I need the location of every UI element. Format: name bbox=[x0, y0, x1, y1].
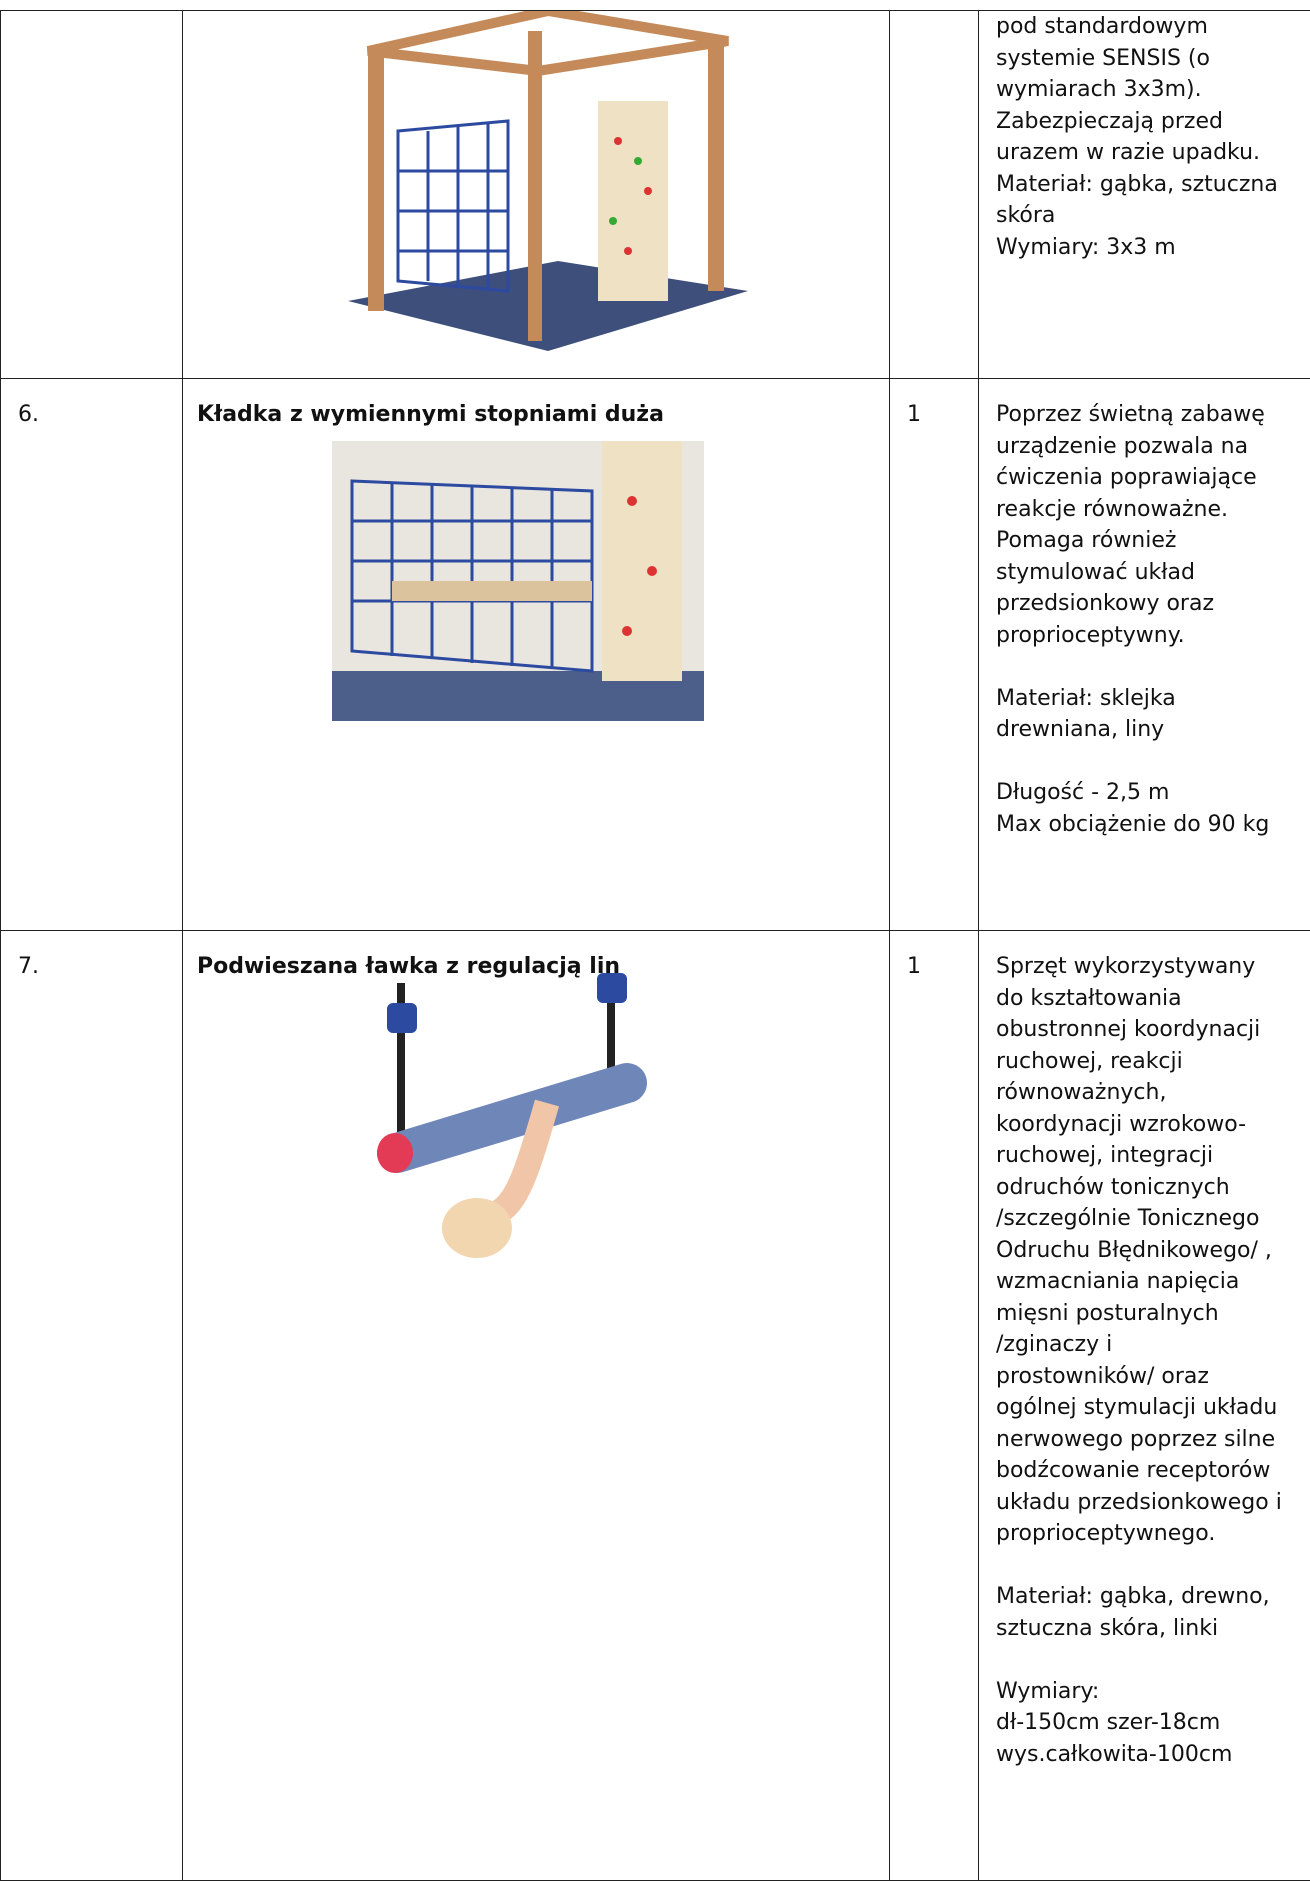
description-line: obustronnej koordynacji bbox=[996, 1014, 1293, 1046]
image-hanging-bench bbox=[357, 973, 667, 1268]
name-cell: Podwieszana ławka z regulacją lin bbox=[183, 931, 890, 1881]
description-line: Poprzez świetną zabawę bbox=[996, 399, 1293, 431]
description-line: drewniana, liny bbox=[996, 714, 1293, 746]
description-line: mięsni posturalnych bbox=[996, 1298, 1293, 1330]
description-line: proprioceptywnego. bbox=[996, 1518, 1293, 1550]
description-line: dł-150cm szer-18cm bbox=[996, 1707, 1293, 1739]
description-line: reakcje równoważne. bbox=[996, 494, 1293, 526]
description-line: do kształtowania bbox=[996, 983, 1293, 1015]
description-line: prostowników/ oraz bbox=[996, 1361, 1293, 1393]
name-cell: Kładka z wymiennymi stopniami duża bbox=[183, 379, 890, 931]
description-line: urządzenie pozwala na bbox=[996, 431, 1293, 463]
description-line: Pomaga również bbox=[996, 525, 1293, 557]
description-line: sztuczna skóra, linki bbox=[996, 1613, 1293, 1645]
description-line: Materiał: sklejka bbox=[996, 683, 1293, 715]
description-line: Długość - 2,5 m bbox=[996, 777, 1293, 809]
description-line: ruchowej, reakcji bbox=[996, 1046, 1293, 1078]
description-line: układu przedsionkowego i bbox=[996, 1487, 1293, 1519]
number-cell: 7. bbox=[1, 931, 183, 1881]
row-number: 7. bbox=[18, 954, 39, 979]
description-line: /szczególnie Tonicznego bbox=[996, 1203, 1293, 1235]
number-cell: 6. bbox=[1, 379, 183, 931]
name-cell bbox=[183, 11, 890, 379]
description-paragraph: Materiał: gąbka, drewno,sztuczna skóra, … bbox=[996, 1581, 1293, 1644]
description-line: Wymiary: bbox=[996, 1676, 1293, 1708]
description-line: wymiarach 3x3m). bbox=[996, 74, 1293, 106]
image-climbing-frame bbox=[328, 11, 768, 361]
quantity-cell: 1 bbox=[890, 931, 979, 1881]
description-line: pod standardowym bbox=[996, 11, 1293, 43]
description-line: przedsionkowy oraz bbox=[996, 588, 1293, 620]
description-line: Materiał: gąbka, sztuczna bbox=[996, 169, 1293, 201]
description-line: ruchowej, integracji bbox=[996, 1140, 1293, 1172]
image-bridge bbox=[332, 441, 704, 721]
quantity-cell: 1 bbox=[890, 379, 979, 931]
quantity-cell bbox=[890, 11, 979, 379]
number-cell bbox=[1, 11, 183, 379]
description-line: Max obciążenie do 90 kg bbox=[996, 809, 1293, 841]
description-line: wzmacniania napięcia bbox=[996, 1266, 1293, 1298]
table-row: 7. Podwieszana ławka z regulacją lin 1 Sprz… bbox=[1, 931, 1310, 1881]
description-line: proprioceptywny. bbox=[996, 620, 1293, 652]
description-line: koordynacji wzrokowo- bbox=[996, 1109, 1293, 1141]
description-line: ćwiczenia poprawiające bbox=[996, 462, 1293, 494]
description-line: systemie SENSIS (o bbox=[996, 43, 1293, 75]
description-line: równoważnych, bbox=[996, 1077, 1293, 1109]
description-line: nerwowego poprzez silne bbox=[996, 1424, 1293, 1456]
quantity: 1 bbox=[907, 954, 921, 979]
quantity: 1 bbox=[907, 402, 921, 427]
description-line: Sprzęt wykorzystywany bbox=[996, 951, 1293, 983]
product-name: Podwieszana ławka z regulacją lin bbox=[197, 954, 620, 979]
product-name: Kładka z wymiennymi stopniami duża bbox=[197, 402, 664, 427]
description-line: wys.całkowita-100cm bbox=[996, 1739, 1293, 1771]
row-number: 6. bbox=[18, 402, 39, 427]
description-line: Wymiary: 3x3 m bbox=[996, 232, 1293, 264]
description-line: stymulować układ bbox=[996, 557, 1293, 589]
description-line: urazem w razie upadku. bbox=[996, 137, 1293, 169]
description-line: odruchów tonicznych bbox=[996, 1172, 1293, 1204]
description-line: bodźcowanie receptorów bbox=[996, 1455, 1293, 1487]
description-line: Zabezpieczają przed bbox=[996, 106, 1293, 138]
description-line: skóra bbox=[996, 200, 1293, 232]
description-line: /zginaczy i bbox=[996, 1329, 1293, 1361]
description-line: ogólnej stymulacji układu bbox=[996, 1392, 1293, 1424]
table-row: 6. Kładka z wymiennymi stopniami duża 1 Pop… bbox=[1, 379, 1310, 931]
description-line: Odruchu Błędnikowego/ , bbox=[996, 1235, 1293, 1267]
description-line: Materiał: gąbka, drewno, bbox=[996, 1581, 1293, 1613]
